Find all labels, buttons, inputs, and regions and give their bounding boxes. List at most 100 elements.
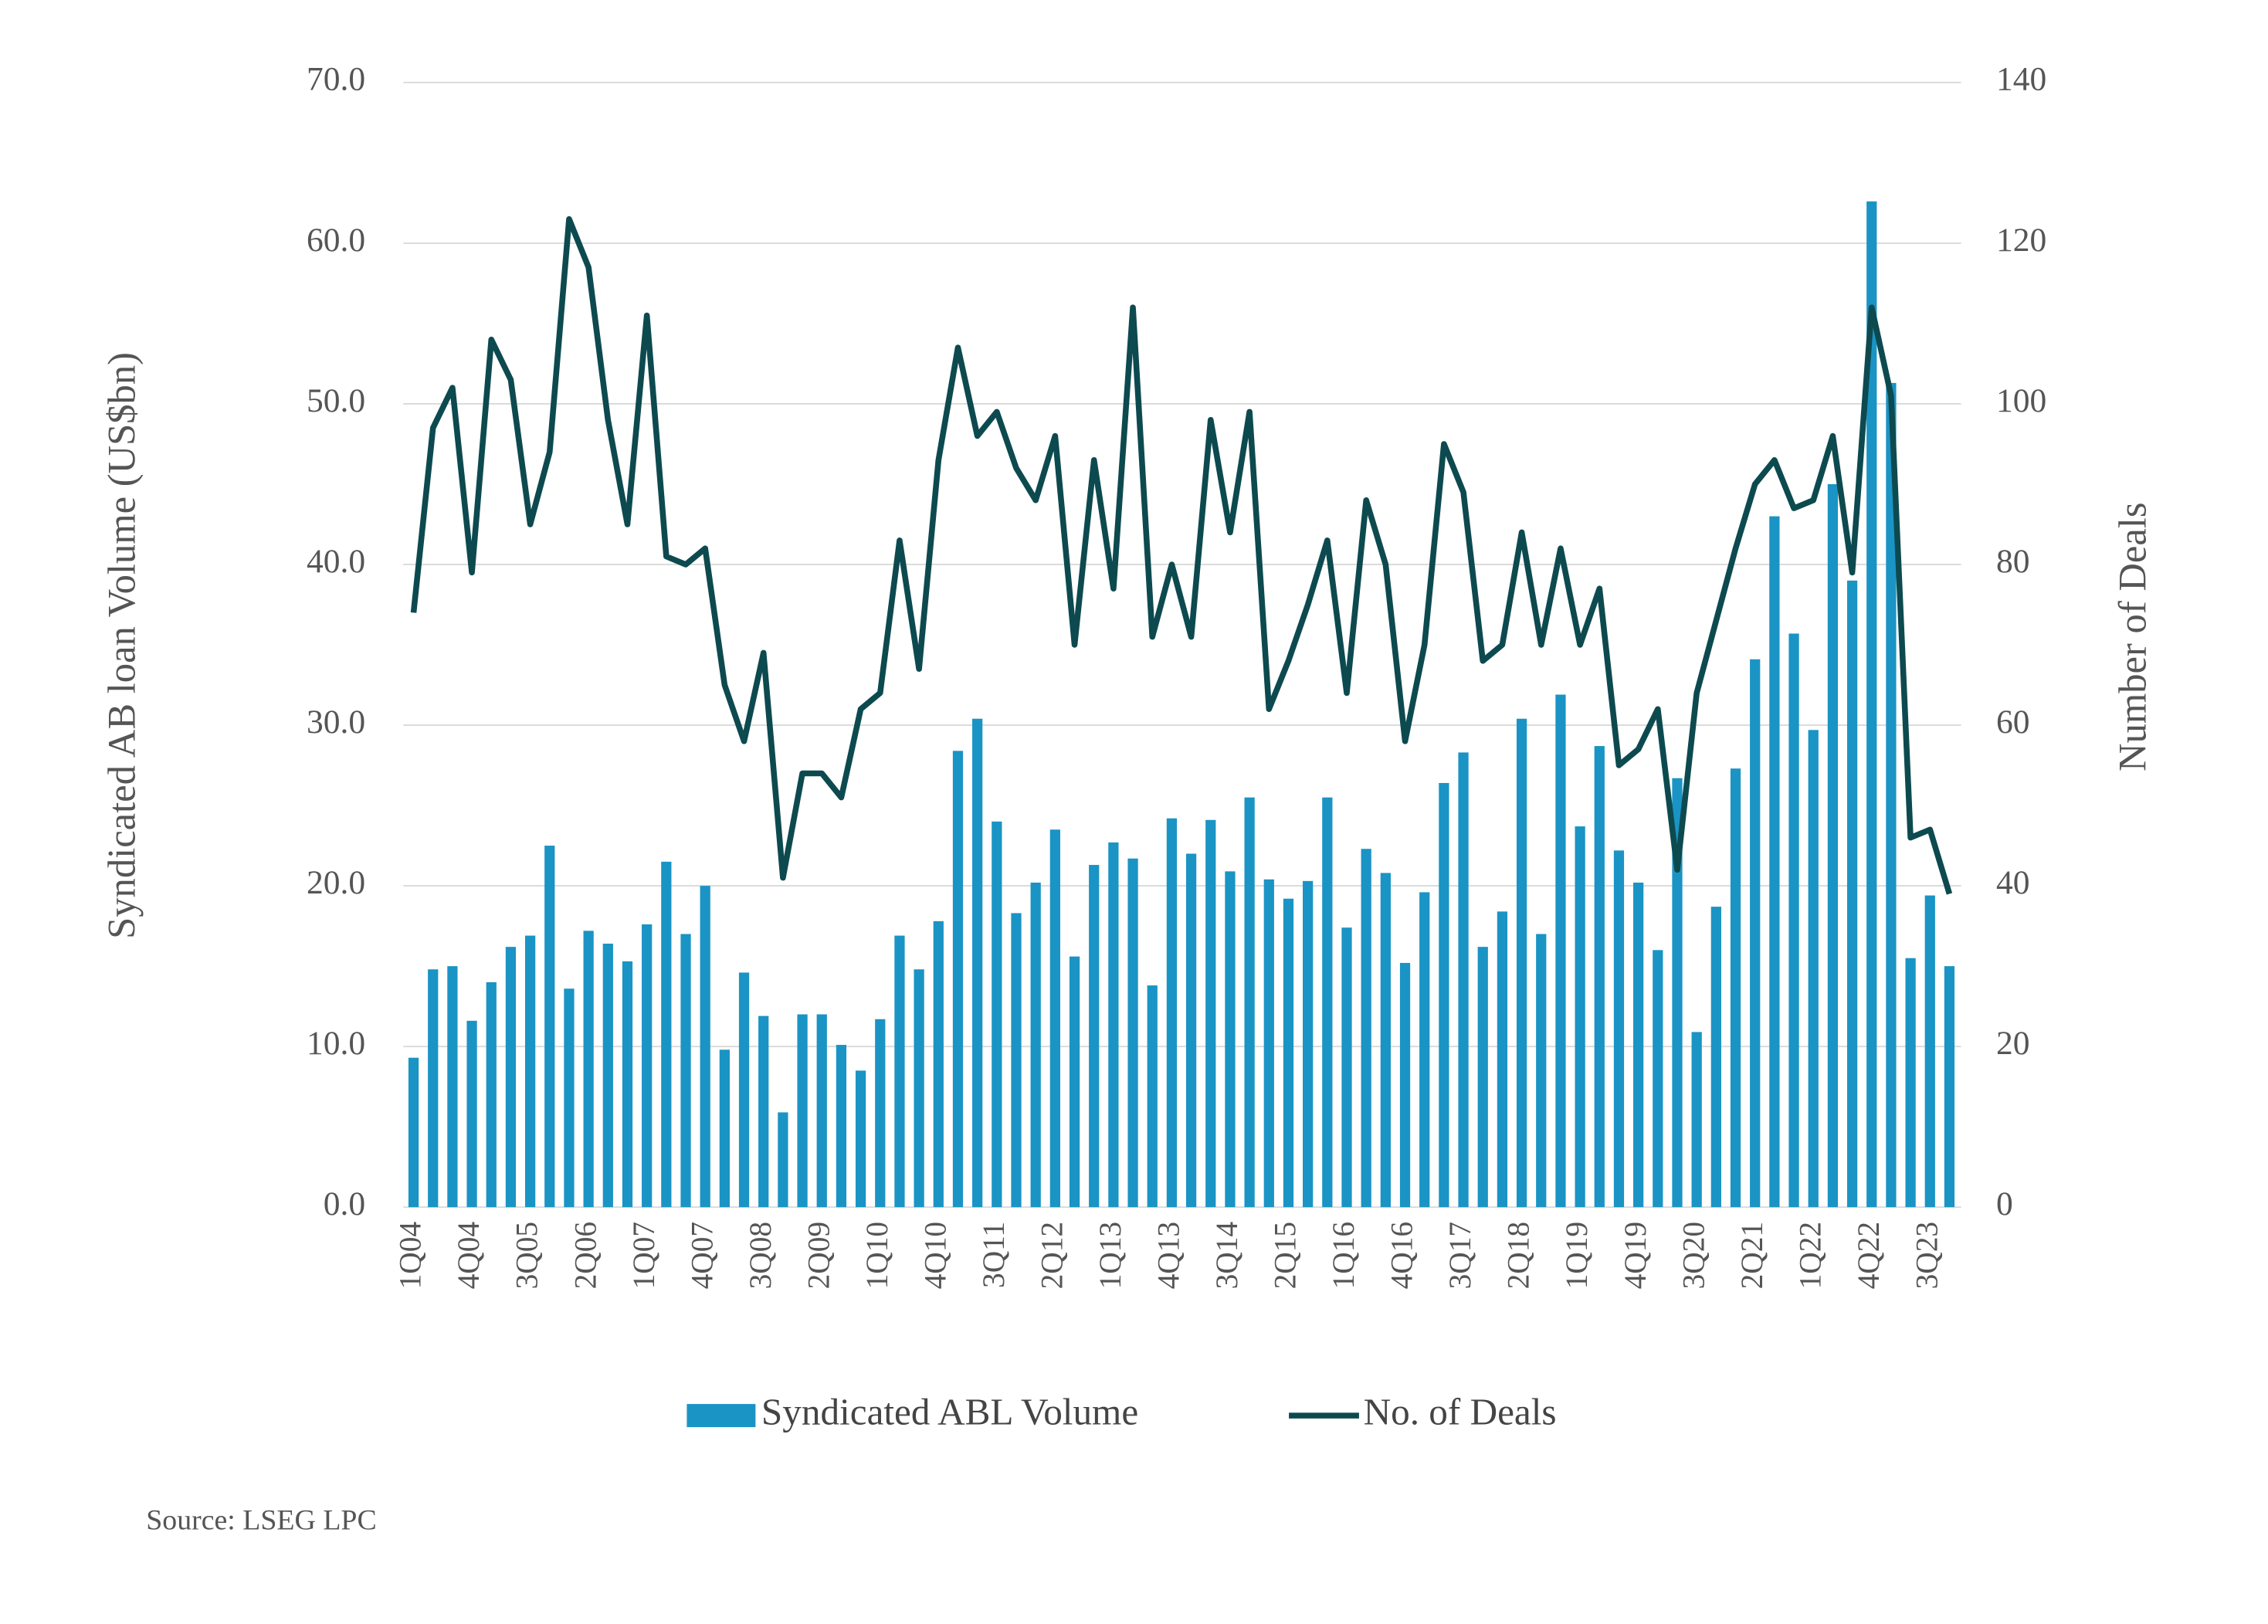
x-tick-label: 3Q23 [1910, 1222, 1944, 1289]
bar [564, 988, 575, 1208]
bar [952, 751, 964, 1208]
bar [933, 920, 944, 1208]
bar [408, 1057, 419, 1208]
x-tick-label: 4Q07 [685, 1222, 719, 1289]
bar [758, 1015, 769, 1208]
line [410, 215, 1953, 895]
bar [1283, 898, 1294, 1208]
bar [1244, 797, 1255, 1208]
source-note: Source: LSEG LPC [146, 1504, 376, 1537]
bar [428, 969, 439, 1208]
legend-label: No. of Deals [1364, 1390, 1557, 1432]
bar [486, 982, 497, 1208]
x-tick-label: 2Q21 [1735, 1222, 1769, 1289]
bar [1185, 853, 1197, 1208]
bar [700, 886, 710, 1208]
bar [1594, 746, 1605, 1208]
x-tick-label: 3Q08 [744, 1222, 778, 1289]
bar [602, 943, 613, 1208]
bar [1089, 865, 1100, 1208]
bar [1672, 778, 1683, 1208]
bar [894, 935, 905, 1208]
bar [1536, 934, 1547, 1208]
bar [836, 1045, 847, 1208]
bar [1846, 580, 1858, 1208]
legend-swatch [687, 1404, 756, 1428]
bar [1205, 819, 1216, 1208]
bar [1750, 659, 1761, 1208]
x-tick-label: 4Q10 [918, 1222, 952, 1289]
bar [466, 1020, 477, 1208]
x-tick-label: 3Q14 [1210, 1222, 1244, 1290]
bar [1516, 718, 1527, 1208]
bar [1147, 985, 1158, 1208]
y2-tick-label: 20 [1996, 1025, 2030, 1062]
bar [1225, 871, 1236, 1208]
bar [1905, 958, 1916, 1208]
bar [1049, 829, 1060, 1208]
y-tick-label: 60.0 [307, 222, 365, 259]
bar [1613, 850, 1625, 1208]
x-tick-label: 4Q19 [1619, 1222, 1653, 1289]
y2-tick-label: 60 [1996, 704, 2030, 741]
bar [1769, 516, 1780, 1208]
bar [1380, 873, 1391, 1208]
x-tick-label: 4Q22 [1852, 1222, 1886, 1289]
y-tick-label: 10.0 [307, 1025, 365, 1062]
bar [972, 718, 983, 1208]
bar [1497, 911, 1508, 1208]
x-tick-label: 2Q09 [802, 1222, 836, 1289]
x-tick-label: 3Q20 [1676, 1222, 1710, 1289]
y-axis-title: Syndicated AB loan Volume (US$bn) [100, 352, 143, 939]
x-tick-label: 1Q16 [1327, 1222, 1361, 1289]
y2-tick-label: 0 [1996, 1185, 2013, 1222]
x-tick-label: 1Q22 [1793, 1222, 1827, 1289]
bar [1827, 483, 1839, 1208]
y-tick-label: 70.0 [307, 61, 365, 98]
bar [1633, 882, 1644, 1208]
bar [447, 966, 458, 1208]
bar [855, 1070, 866, 1208]
bar [680, 934, 691, 1208]
bar [1303, 880, 1314, 1208]
y-tick-label: 0.0 [324, 1185, 365, 1222]
bar [1361, 849, 1371, 1208]
bar [1458, 752, 1469, 1208]
bar [1263, 879, 1274, 1208]
bar [1944, 966, 1955, 1208]
bar [1653, 950, 1663, 1208]
bar [738, 972, 750, 1208]
bar [1069, 956, 1080, 1208]
x-tick-label: 3Q11 [977, 1222, 1011, 1288]
x-tick-label: 1Q10 [860, 1222, 894, 1289]
x-tick-label: 1Q19 [1560, 1222, 1594, 1289]
bar [1555, 694, 1566, 1208]
y2-tick-label: 80 [1996, 543, 2030, 580]
bar [1108, 842, 1119, 1208]
x-tick-label: 2Q06 [568, 1222, 602, 1289]
y2-tick-label: 100 [1996, 382, 2046, 419]
bar [583, 931, 594, 1208]
x-tick-label: 4Q16 [1385, 1222, 1419, 1289]
bar [1730, 768, 1741, 1208]
x-tick-label: 3Q17 [1443, 1222, 1477, 1289]
bar [1575, 826, 1585, 1208]
bar [1030, 882, 1041, 1208]
bar [875, 1019, 886, 1208]
x-tick-label: 3Q05 [510, 1222, 544, 1289]
bar [661, 861, 672, 1208]
bar [622, 961, 633, 1208]
bar [1166, 818, 1178, 1208]
bar [914, 969, 924, 1208]
x-tick-label: 1Q04 [394, 1222, 428, 1290]
bar [1710, 907, 1721, 1208]
bar [544, 846, 555, 1208]
y-tick-label: 40.0 [307, 543, 365, 580]
bar [1322, 797, 1333, 1208]
bar [1419, 892, 1430, 1208]
bar [1866, 201, 1877, 1208]
x-tick-label: 1Q07 [627, 1222, 661, 1289]
bar [1011, 913, 1022, 1208]
